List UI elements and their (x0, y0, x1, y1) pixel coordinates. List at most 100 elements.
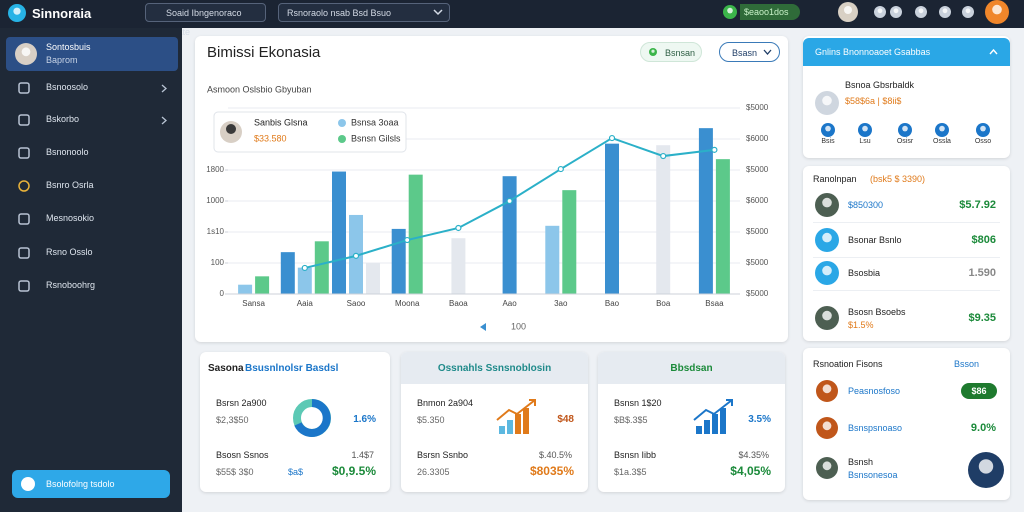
user-avatar-detail (21, 47, 31, 57)
nav-item[interactable] (10, 141, 176, 165)
y2-tick-label: $6000 (746, 196, 769, 205)
balance-icon (723, 5, 737, 19)
x-tick-label: Saoo (347, 299, 366, 308)
balance-pill[interactable]: $eaoo1dos (740, 4, 800, 20)
legend-label: Bsnsa 3oaa (351, 117, 399, 127)
summary-user: Bsnoa Gbsrbaldk (845, 80, 915, 90)
action-label[interactable]: Ossla (933, 138, 951, 145)
action-icon (976, 123, 990, 137)
nav-item[interactable] (10, 76, 176, 100)
toolbar-icon (939, 6, 951, 18)
bar (280, 252, 295, 294)
nav-icon (18, 180, 30, 192)
sidebar (0, 28, 182, 512)
bar (605, 143, 619, 294)
summary-header: Gnlins Bnonnoaoet Gsabbas (803, 38, 1010, 66)
row-icon (815, 306, 839, 330)
stat-header (401, 352, 588, 384)
line-point (660, 152, 667, 160)
nav-label: Bsnoosolo (46, 82, 89, 92)
chevron (989, 48, 998, 55)
sidebar-button[interactable]: Bsolofolng tsdolo (12, 470, 170, 498)
bar (545, 225, 560, 294)
toolbar-icon-detail (942, 8, 948, 14)
search-box[interactable]: Soaid Ibngenoraco Gsate (145, 3, 266, 37)
stat-value: 3.5% (748, 414, 771, 425)
legend-label: Bsnsn Gilsls (351, 133, 401, 143)
chat-button[interactable] (968, 452, 1004, 488)
relation-label: Bsnsh (848, 457, 874, 467)
nav-item[interactable] (10, 108, 176, 132)
stat-value: $4,05% (730, 464, 771, 478)
bar (656, 145, 671, 294)
line-point (352, 252, 360, 259)
line-point (506, 197, 513, 205)
stat-label: Bsosn Ssnos (216, 450, 269, 460)
logo-icon-detail (13, 7, 21, 15)
row-icon-detail (822, 384, 832, 394)
stat-graphic (293, 399, 331, 437)
bar (562, 190, 577, 294)
legend-person-value: $33.580 (254, 133, 287, 143)
action-label[interactable]: Bsis (821, 138, 835, 145)
chat-button-detail (978, 459, 994, 474)
header-chevron (989, 48, 998, 55)
mini-bar (523, 408, 529, 434)
chart-dropdown[interactable]: Bsasn (719, 42, 780, 62)
stat-label: Bsnsn 1$20 (614, 398, 662, 408)
nav-label: Mesnosokio (46, 213, 95, 223)
avatar (838, 2, 858, 22)
bar (255, 276, 270, 294)
x-tick-label: Aaia (297, 299, 314, 308)
x-tick-label: Baoa (449, 299, 468, 308)
search-icon (649, 48, 657, 56)
action-icon (858, 123, 872, 137)
action-label[interactable]: Osso (974, 138, 992, 145)
mini-bar (696, 426, 702, 434)
action-label[interactable]: Osisr (896, 138, 914, 145)
stat-label: Bsnsn Iibb (614, 450, 657, 460)
action-label[interactable]: Lsu (859, 138, 871, 145)
y-tick-label: 0 (220, 289, 225, 298)
nav-chevron (161, 84, 167, 93)
nav-icon (18, 82, 30, 94)
ranking-label: Bsosbia (848, 268, 881, 278)
relation-label: Peasnosfoso (848, 386, 901, 396)
y2-tick-label: $5000 (746, 103, 769, 112)
chart-subtitle: Asmoon Oslsbio Gbyuban (207, 84, 312, 94)
relation-filter[interactable]: Bsson (954, 359, 980, 369)
nav-item[interactable] (10, 241, 176, 265)
row-divider (813, 222, 1000, 223)
y2-tick-label: $5000 (746, 258, 769, 267)
ranking-value: $5.7.92 (959, 199, 996, 211)
chart-button[interactable]: Bsnsan (640, 42, 702, 62)
stat-sub: $2,3$50 (216, 415, 249, 425)
chevron (763, 49, 772, 55)
dropdown[interactable]: Rsnoraolo nsab Bsd Bsuo (278, 3, 450, 22)
nav-chevron (161, 116, 167, 125)
row-icon (816, 380, 838, 402)
relation-value: $86 (961, 383, 997, 399)
nav-icon-shape (18, 213, 30, 225)
search-icon-detail (651, 49, 655, 53)
logo-text: Sinnoraia (32, 6, 92, 21)
x-tick-label: Bao (605, 299, 620, 308)
stat-graphic (693, 399, 733, 434)
stat-title: Sasona (208, 363, 244, 374)
stat-note: $.40.5% (538, 450, 572, 460)
nav-icon (18, 114, 30, 126)
row-divider (813, 290, 1000, 291)
nav-icon (18, 213, 30, 225)
line-point (557, 165, 564, 173)
mini-bar (499, 426, 505, 434)
relation-value: 9.0% (970, 422, 996, 434)
line-point (404, 236, 411, 244)
line-point (608, 134, 616, 142)
action-icon-detail (825, 125, 831, 132)
nav-icon-shape (18, 114, 30, 126)
bar (408, 174, 423, 294)
chart-title: Bimissi Ekonasia (207, 44, 321, 61)
nav-icon (18, 147, 30, 159)
row-icon (815, 261, 839, 285)
ranking-value: $9.35 (968, 312, 996, 324)
